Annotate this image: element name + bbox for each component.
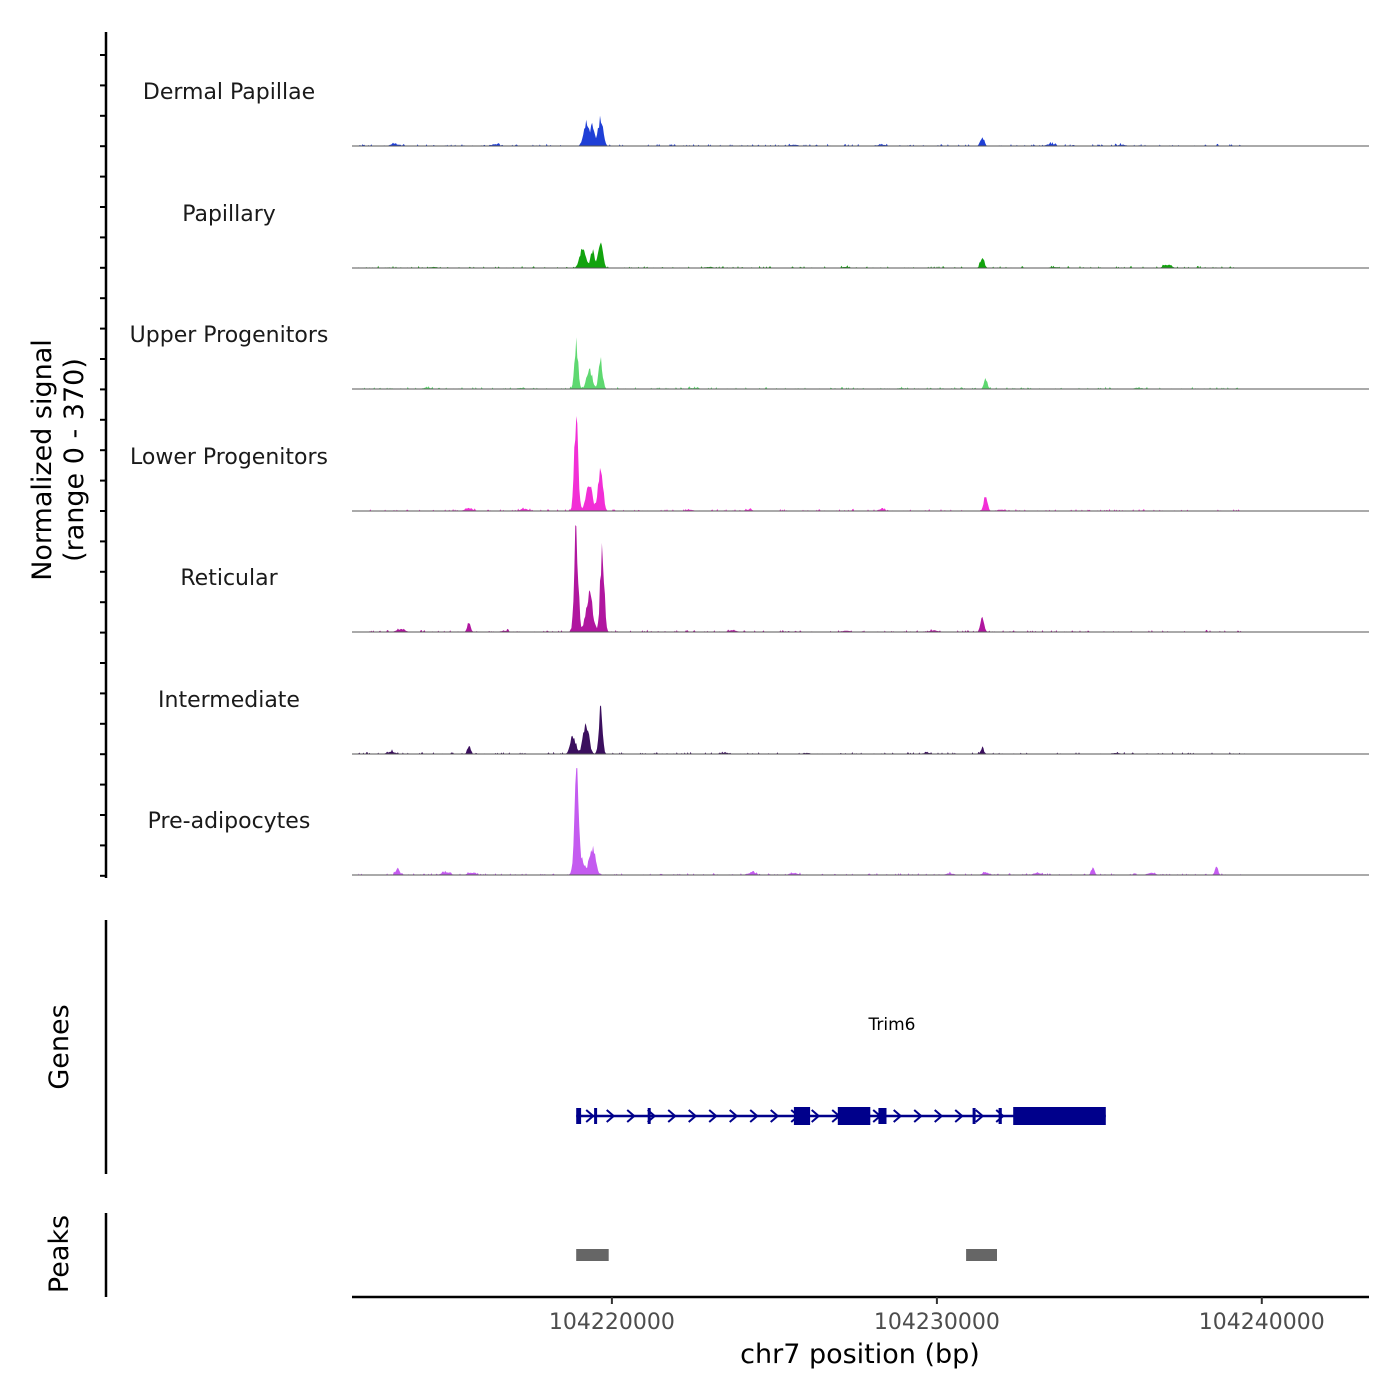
track-label: Pre-adipocytes [148,809,311,834]
gene-exon [594,1108,598,1124]
gene-strand-arrow [626,1109,636,1123]
signal-ylabel-line2: (range 0 - 370) [59,358,90,562]
track-label: Papillary [182,202,276,227]
gene-strand-arrow [770,1109,780,1123]
gene-strand-arrow [667,1109,677,1123]
gene-name-label: Trim6 [868,1015,916,1035]
track-label: Dermal Papillae [143,80,315,105]
x-tick-label: 104230000 [874,1310,1000,1335]
gene-exon [576,1108,582,1124]
gene-strand-arrow [934,1109,944,1123]
gene-strand-arrow [749,1109,759,1123]
gene-strand-arrow [811,1109,821,1123]
gene-exon [647,1108,651,1124]
gene-strand-arrow [688,1109,698,1123]
gene-exon [972,1108,976,1124]
track-pre-adipocytes: Pre-adipocytes [148,768,1369,876]
gene-exon [878,1108,887,1124]
x-axis-title: chr7 position (bp) [740,1339,980,1370]
gene-exon [1013,1107,1106,1125]
signal-ylabel-line1: Normalized signal [27,339,58,581]
track-signal-area [358,525,1246,632]
track-label: Upper Progenitors [130,323,329,348]
gene-strand-arrow [708,1109,718,1123]
gene-strand-arrow [893,1109,903,1123]
gene-exon [837,1107,871,1125]
x-axis-ticks: 104220000 104230000 104240000 [549,1297,1325,1335]
gene-exon [998,1108,1002,1124]
gene-exon [793,1107,811,1125]
genes-track: Genes Trim6 [44,920,1106,1174]
peak-region [966,1249,997,1261]
x-axis: 104220000 104230000 104240000 chr7 positio… [352,1295,1369,1370]
track-intermediate: Intermediate [158,688,1369,755]
gene-strand-arrow [913,1109,923,1123]
x-tick-label: 104220000 [549,1310,675,1335]
track-signal-area [358,705,1246,754]
gene-model [576,1107,1106,1125]
gene-strand-arrow [585,1109,595,1123]
track-signal-area [358,242,1246,268]
track-signal-area [358,337,1246,389]
track-label: Lower Progenitors [130,445,328,470]
track-label: Intermediate [158,688,300,713]
track-upper-progenitors: Upper Progenitors [130,323,1369,390]
signal-y-axis-ticks [100,54,106,877]
signal-y-axis: Normalized signal (range 0 - 370) [27,32,108,878]
track-papillary: Papillary [182,202,1369,269]
track-reticular: Reticular [180,525,1369,633]
peak-regions [576,1249,997,1261]
genes-track-label: Genes [44,1004,75,1089]
peaks-track-label: Peaks [44,1215,75,1293]
track-signal-area [358,416,1246,511]
x-tick-label: 104240000 [1199,1310,1325,1335]
gene-strand-arrow [995,1109,1005,1123]
peaks-track: Peaks [44,1213,997,1297]
track-dermal-papillae: Dermal Papillae [143,80,1369,147]
gene-strand-arrow [954,1109,964,1123]
gene-strand-arrow [729,1109,739,1123]
coverage-tracks: Dermal Papillae Papillary Upper Progenitor… [130,80,1369,876]
peak-region [576,1249,609,1261]
track-signal-area [358,115,1246,146]
track-lower-progenitors: Lower Progenitors [130,416,1369,512]
track-signal-area [358,768,1246,875]
gene-strand-arrow [606,1109,616,1123]
gene-strand-arrow [975,1109,985,1123]
track-label: Reticular [180,566,278,591]
